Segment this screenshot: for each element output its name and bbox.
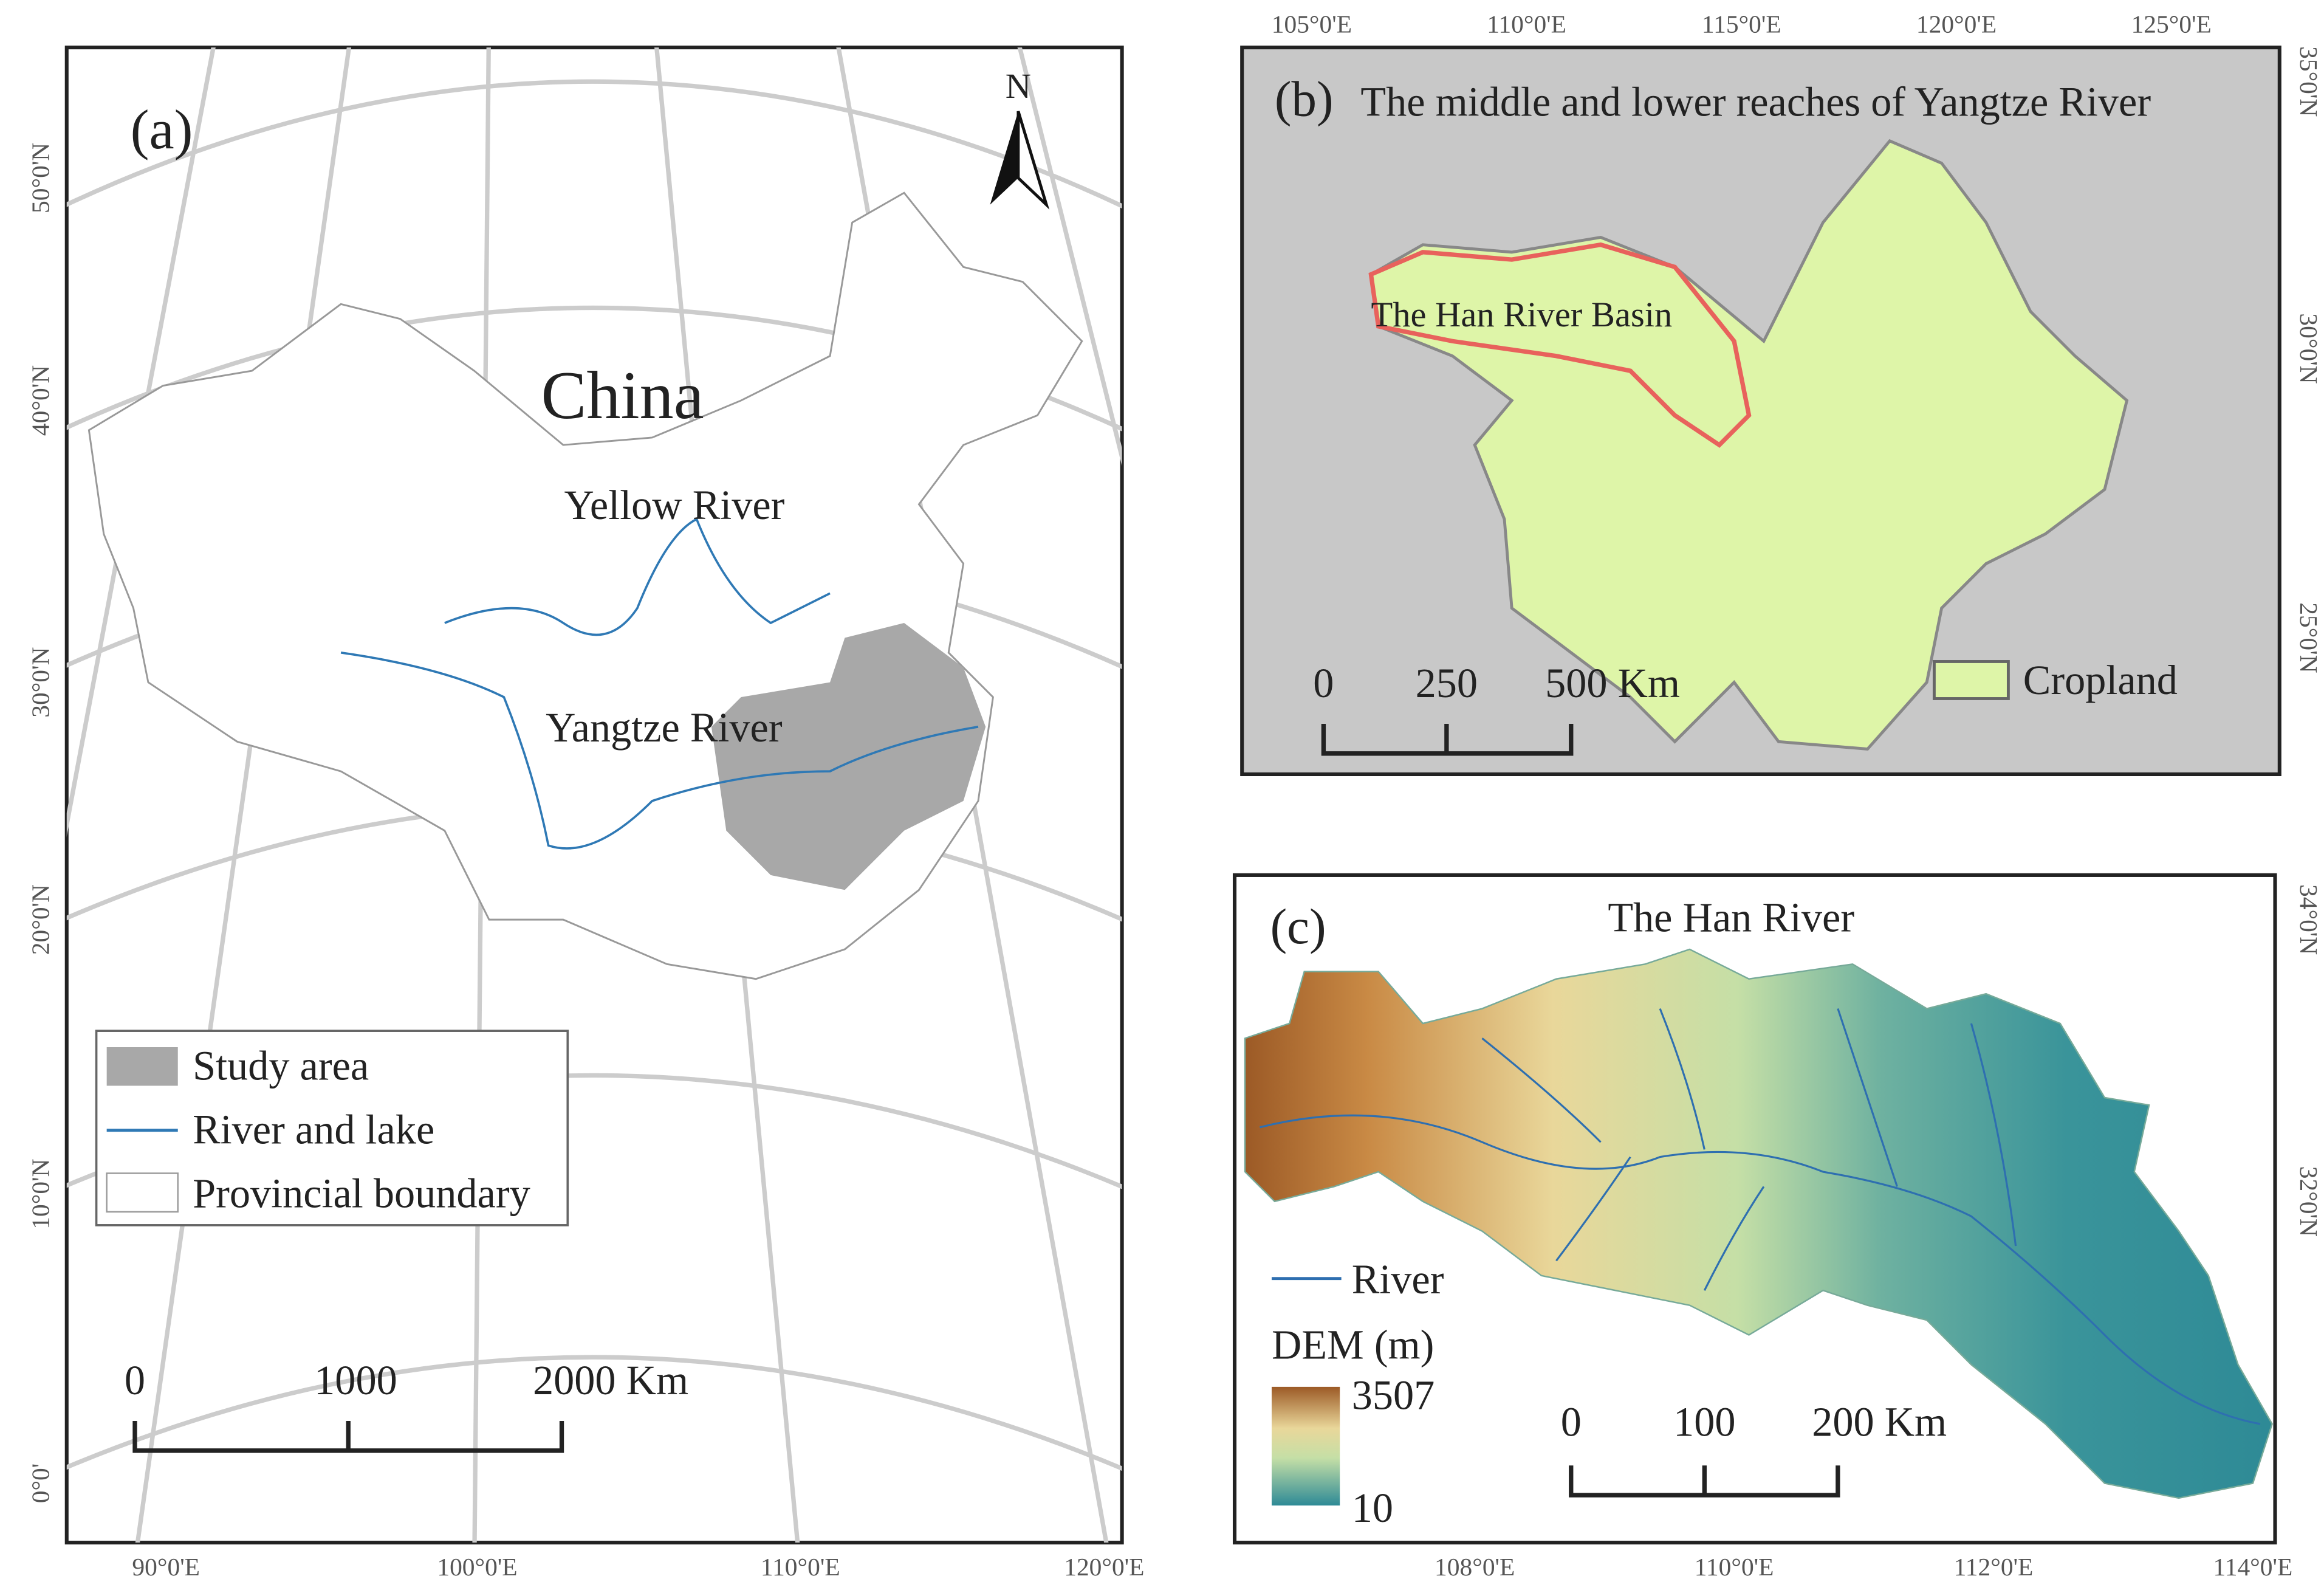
- country-label: China: [541, 358, 704, 433]
- scale-label: 1000: [314, 1357, 397, 1403]
- river-label: Yangtze River: [546, 704, 783, 751]
- panel-c: (c) The Han River River DEM (m) 3507 10 …: [1232, 873, 2277, 1545]
- panel-a: (a) N China Yellow River Yangtze River S…: [64, 46, 1124, 1545]
- legend-label: Provincial boundary: [193, 1171, 530, 1217]
- legend-title: DEM (m): [1272, 1322, 1434, 1368]
- legend-swatch: [1932, 660, 2010, 700]
- coordinate-label: 34°0'N: [2295, 884, 2323, 955]
- coordinate-label: 108°0'E: [1435, 1553, 1515, 1581]
- coordinate-label: 112°0'E: [1954, 1553, 2034, 1581]
- panel-label: (c): [1270, 898, 1326, 954]
- river-network: [1260, 1008, 2261, 1425]
- coordinate-label: 120°0'E: [1916, 10, 1997, 38]
- rivers: [340, 517, 979, 850]
- panel-title: The middle and lower reaches of Yangtze …: [1360, 78, 2151, 125]
- coordinate-label: 50°0'N: [27, 143, 55, 213]
- dem-surface: [1244, 948, 2273, 1499]
- coordinate-label: 100°0'E: [437, 1553, 517, 1581]
- legend-label: River: [1352, 1256, 1444, 1302]
- scale-label: 500 Km: [1545, 660, 1680, 706]
- panel-title: The Han River: [1608, 895, 1854, 941]
- scale-label: 0: [1313, 660, 1334, 706]
- coordinate-label: 114°0'E: [2213, 1553, 2293, 1581]
- north-label: N: [1006, 66, 1031, 106]
- coordinate-label: 115°0'E: [1702, 10, 1781, 38]
- coordinate-label: 0°0': [27, 1464, 55, 1504]
- scale-label: 200 Km: [1812, 1398, 1947, 1445]
- legend-label: River and lake: [193, 1107, 434, 1153]
- scale-label: 100: [1673, 1398, 1735, 1445]
- coordinate-label: 110°0'E: [1487, 10, 1566, 38]
- dem-max-label: 3507: [1352, 1372, 1435, 1418]
- panel-label: (b): [1275, 71, 1334, 126]
- coordinate-label: 110°0'E: [761, 1553, 840, 1581]
- coordinate-label: 35°0'N: [2295, 46, 2323, 117]
- scale-label: 0: [125, 1357, 145, 1403]
- north-arrow: [1016, 111, 1050, 210]
- legend-swatch: [106, 1172, 179, 1213]
- coordinate-label: 25°0'N: [2295, 602, 2323, 673]
- coordinate-label: 30°0'N: [2295, 313, 2323, 384]
- scale-label: 0: [1561, 1398, 1582, 1445]
- panel-b: (b) The middle and lower reaches of Yang…: [1240, 46, 2281, 777]
- han-basin-outline: [1368, 242, 1752, 448]
- scale-bar: [1321, 723, 1574, 756]
- scale-bar: [1569, 1465, 1840, 1498]
- coordinate-label: 30°0'N: [27, 647, 55, 718]
- coordinate-label: 125°0'E: [2131, 10, 2212, 38]
- coordinate-label: 40°0'N: [27, 365, 55, 436]
- legend-label: Study area: [193, 1043, 369, 1089]
- river-label: Yellow River: [564, 482, 784, 528]
- coordinate-label: 110°0'E: [1695, 1553, 1774, 1581]
- coordinate-label: 105°0'E: [1272, 10, 1352, 38]
- coordinate-label: 32°0'N: [2295, 1166, 2323, 1237]
- panel-label: (a): [131, 98, 193, 161]
- legend-label: Cropland: [2023, 657, 2178, 703]
- scale-label: 250: [1416, 660, 1478, 706]
- basin-label: The Han River Basin: [1371, 295, 1672, 334]
- coordinate-label: 10°0'N: [27, 1158, 55, 1229]
- scale-label: 2000 Km: [533, 1357, 688, 1403]
- legend-swatch: [106, 1047, 178, 1086]
- coordinate-label: 90°0'E: [132, 1553, 200, 1581]
- cropland: [1369, 139, 2129, 751]
- dem-min-label: 10: [1352, 1485, 1393, 1531]
- dem-colorbar: [1272, 1386, 1340, 1506]
- coordinate-label: 120°0'E: [1064, 1553, 1144, 1581]
- study-area: [711, 623, 986, 890]
- coordinate-label: 20°0'N: [27, 884, 55, 955]
- scale-bar: [132, 1421, 564, 1453]
- coordinate-labels: 50°0'N 40°0'N 30°0'N 20°0'N 10°0'N 0°0' 90°0'E…: [27, 10, 2323, 1581]
